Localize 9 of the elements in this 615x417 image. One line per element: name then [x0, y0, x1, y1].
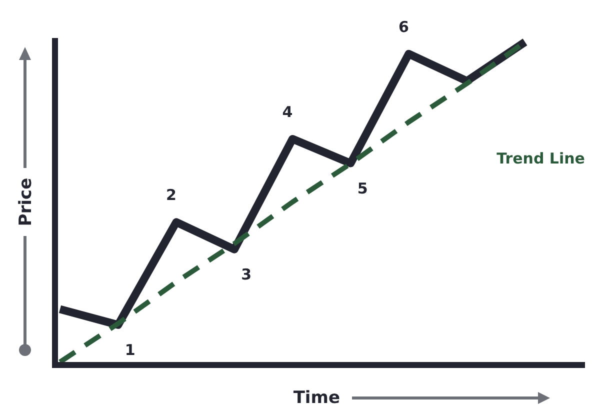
annotation: 2: [166, 186, 176, 204]
annotation: 3: [241, 265, 252, 284]
annotation: 4: [282, 102, 293, 121]
text: Trend Line: [496, 150, 585, 168]
x-axis-title: Time: [293, 388, 340, 408]
annotation: 1: [124, 340, 136, 359]
y-axis-title: Price: [16, 178, 36, 226]
text: 6: [398, 18, 409, 36]
annotation: 5: [357, 179, 368, 198]
